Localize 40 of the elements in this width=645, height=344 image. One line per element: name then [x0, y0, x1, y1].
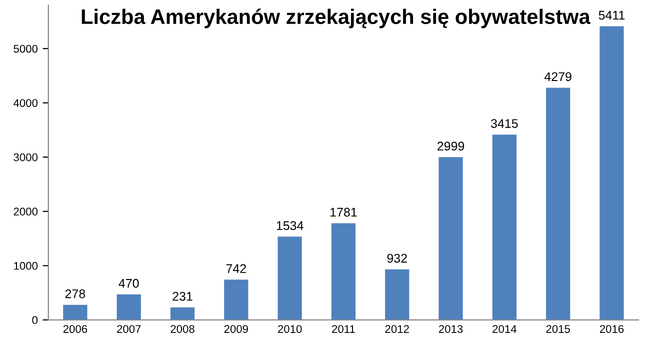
- data-label: 742: [226, 264, 246, 273]
- bar: [63, 304, 88, 320]
- x-tick-label: 2009: [224, 325, 248, 333]
- bar: [492, 134, 516, 320]
- y-tick-label: 2000: [14, 208, 38, 216]
- data-label: 3415: [490, 119, 518, 128]
- data-label: 932: [387, 254, 407, 263]
- y-tick-label: 3000: [14, 153, 38, 162]
- x-tick-label: 2007: [117, 325, 141, 333]
- x-tick-label: 2015: [546, 325, 570, 333]
- y-tick-label: 5000: [14, 44, 38, 53]
- x-tick-label: 2008: [170, 325, 194, 333]
- data-label: 5411: [598, 10, 625, 20]
- bar: [546, 88, 570, 320]
- x-tick-label: 2016: [600, 325, 624, 333]
- y-tick-label: 0: [32, 316, 38, 324]
- x-tick-label: 2010: [278, 325, 302, 333]
- x-tick-label: 2006: [63, 325, 88, 333]
- y-tick-label: 4000: [14, 99, 38, 107]
- x-tick-label: 2012: [385, 325, 409, 333]
- bar: [170, 307, 195, 320]
- y-tick-label: 1000: [14, 262, 38, 270]
- data-label: 4279: [544, 72, 572, 82]
- x-tick-label: 2014: [492, 325, 516, 333]
- data-label: 1534: [276, 221, 304, 230]
- bar: [278, 236, 302, 320]
- chart-title: Liczba Amerykanów zrzekających się obywatelstwa: [82, 8, 590, 28]
- data-label: 231: [172, 292, 192, 301]
- data-label: 1781: [330, 208, 357, 217]
- data-label: 278: [65, 289, 86, 298]
- x-tick-label: 2013: [438, 325, 463, 333]
- bar: [438, 157, 463, 320]
- bar: [600, 26, 624, 320]
- bar: [331, 223, 356, 320]
- x-tick-label: 2011: [332, 325, 355, 333]
- bar: [385, 269, 410, 320]
- bar: [224, 280, 248, 320]
- data-label: 2999: [437, 142, 464, 151]
- data-label: 470: [118, 278, 139, 288]
- bar: [116, 294, 141, 320]
